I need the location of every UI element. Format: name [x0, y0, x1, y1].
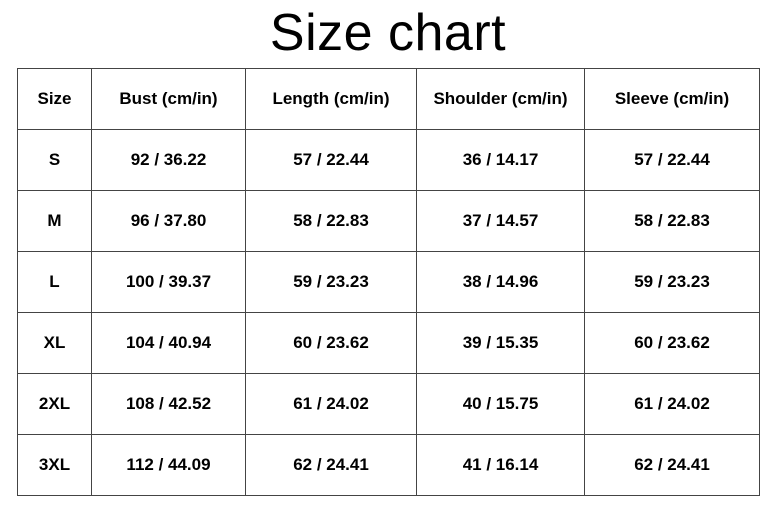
table-cell: 40 / 15.75 [416, 373, 585, 435]
header-cell: Shoulder (cm/in) [416, 68, 585, 130]
table-row: 3XL 112 / 44.09 62 / 24.41 41 / 16.14 62 / 2… [17, 434, 760, 496]
table-cell: 57 / 22.44 [245, 129, 417, 191]
header-cell: Bust (cm/in) [91, 68, 246, 130]
table-cell: 104 / 40.94 [91, 312, 246, 374]
table-body: Size Bust (cm/in) Length (cm/in) Shoulder (… [17, 68, 760, 496]
table-cell: 92 / 36.22 [91, 129, 246, 191]
table-cell: 59 / 23.23 [584, 251, 760, 313]
table-cell: 37 / 14.57 [416, 190, 585, 252]
table-cell: 39 / 15.35 [416, 312, 585, 374]
table-cell: 3XL [17, 434, 92, 496]
table-cell: 58 / 22.83 [245, 190, 417, 252]
table-cell: 62 / 24.41 [245, 434, 417, 496]
header-cell: Size [17, 68, 92, 130]
table-row: XL 104 / 40.94 60 / 23.62 39 / 15.35 60 / 23… [17, 312, 760, 374]
table-cell: 60 / 23.62 [245, 312, 417, 374]
table-cell: S [17, 129, 92, 191]
table-cell: 36 / 14.17 [416, 129, 585, 191]
header-cell: Sleeve (cm/in) [584, 68, 760, 130]
size-table: Size Bust (cm/in) Length (cm/in) Shoulder (… [17, 68, 760, 496]
table-cell: 41 / 16.14 [416, 434, 585, 496]
header-row: Size Bust (cm/in) Length (cm/in) Shoulder (… [17, 68, 760, 130]
table-cell: 58 / 22.83 [584, 190, 760, 252]
table-cell: 57 / 22.44 [584, 129, 760, 191]
table-cell: 96 / 37.80 [91, 190, 246, 252]
table-row: S 92 / 36.22 57 / 22.44 36 / 14.17 57 / 22.4… [17, 129, 760, 191]
table-row: M 96 / 37.80 58 / 22.83 37 / 14.57 58 / 22.8… [17, 190, 760, 252]
header-cell: Length (cm/in) [245, 68, 417, 130]
table-cell: 38 / 14.96 [416, 251, 585, 313]
title: Size chart [269, 4, 507, 62]
table-row: L 100 / 39.37 59 / 23.23 38 / 14.96 59 / 23.… [17, 251, 760, 313]
table-cell: L [17, 251, 92, 313]
table-cell: 61 / 24.02 [245, 373, 417, 435]
table-cell: 2XL [17, 373, 92, 435]
table-cell: 61 / 24.02 [584, 373, 760, 435]
table-cell: 59 / 23.23 [245, 251, 417, 313]
table-cell: 108 / 42.52 [91, 373, 246, 435]
table-cell: XL [17, 312, 92, 374]
table-cell: 100 / 39.37 [91, 251, 246, 313]
table-cell: 62 / 24.41 [584, 434, 760, 496]
table-cell: M [17, 190, 92, 252]
table-cell: 112 / 44.09 [91, 434, 246, 496]
table-cell: 60 / 23.62 [584, 312, 760, 374]
table-row: 2XL 108 / 42.52 61 / 24.02 40 / 15.75 61 / 2… [17, 373, 760, 435]
